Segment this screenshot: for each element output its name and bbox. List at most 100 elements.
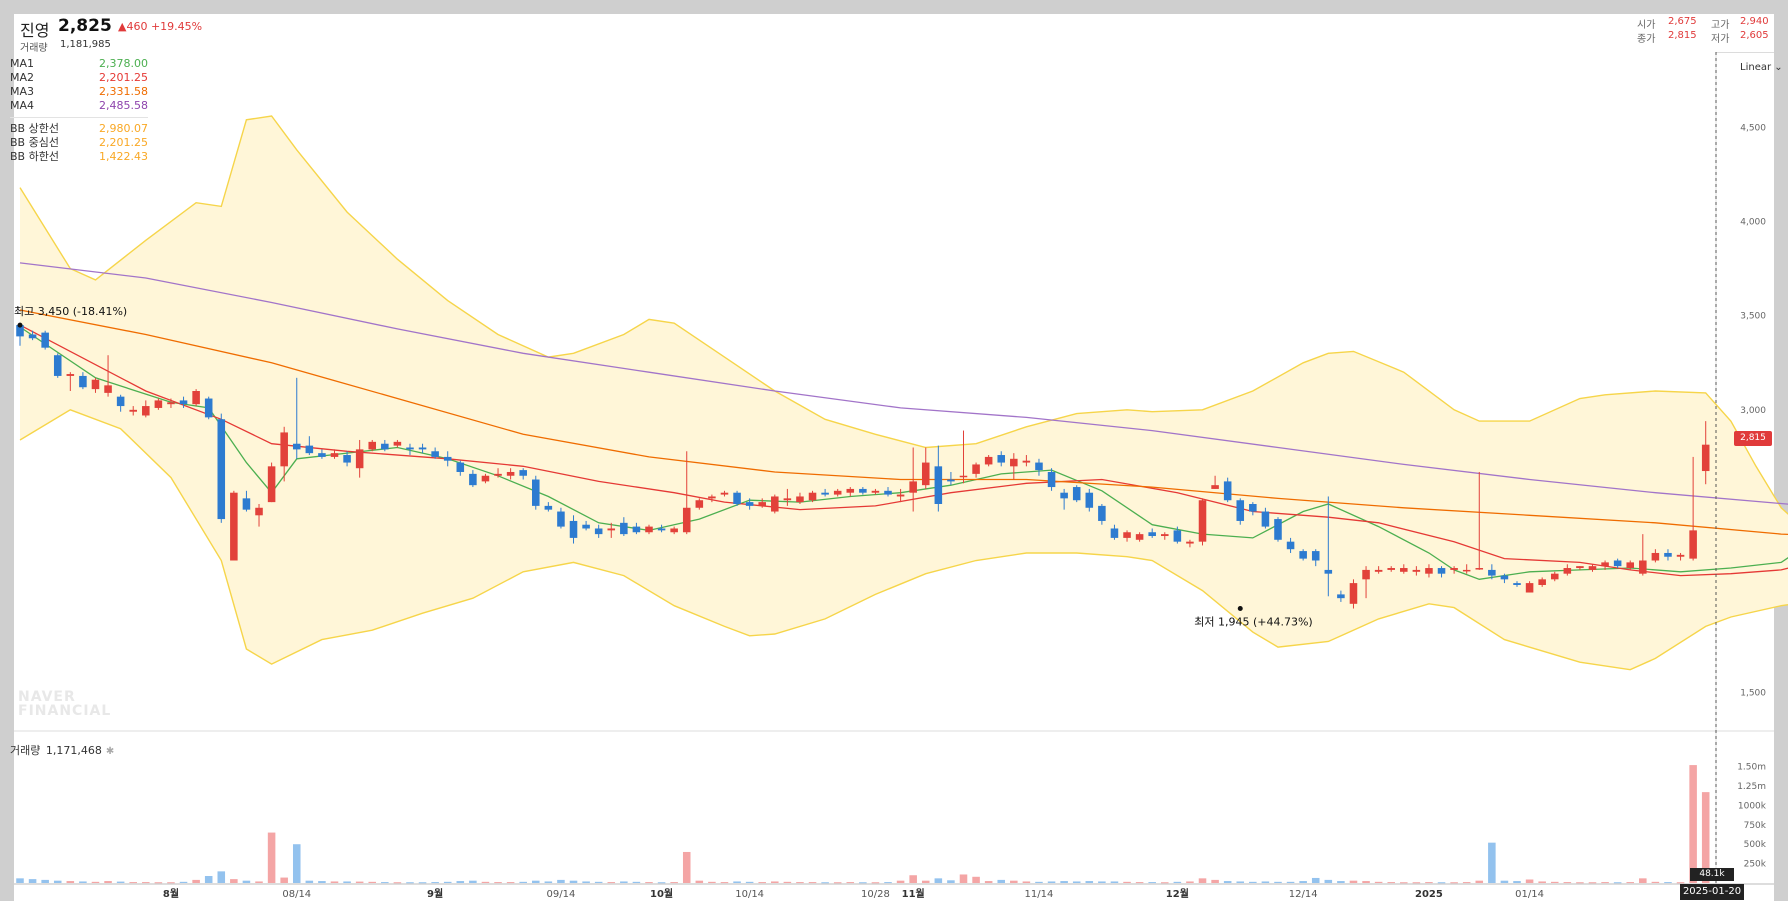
volume-bar	[1324, 879, 1333, 883]
candle-body	[1701, 444, 1710, 472]
volume-bar	[695, 880, 704, 883]
extreme-marker	[1237, 606, 1243, 612]
candle-body	[267, 466, 276, 503]
candle-body	[1123, 532, 1131, 538]
price-change: ▲460 +19.45%	[118, 20, 203, 33]
candle-body	[1098, 505, 1106, 521]
volume-bar	[1513, 881, 1521, 883]
volume-bar	[519, 881, 527, 883]
volume-bar	[381, 882, 389, 884]
volume-bar	[984, 881, 993, 883]
candle-body	[859, 488, 867, 493]
volume-bar	[1488, 842, 1496, 883]
volume-bar	[1475, 880, 1484, 883]
x-tick-label: 2025	[1415, 889, 1443, 900]
volume-bar	[1047, 881, 1056, 883]
candle-body	[871, 490, 880, 493]
candle-body	[1236, 500, 1245, 521]
volume-bar	[41, 879, 49, 883]
candle-body	[1085, 492, 1094, 508]
volume-bar	[745, 881, 754, 883]
volume-bar	[305, 880, 314, 883]
legend-item: MA1 2,378.00	[10, 57, 148, 71]
volume-bar	[1211, 879, 1219, 883]
volume-bar	[1651, 881, 1660, 883]
volume-bar	[859, 882, 867, 884]
stock-name: 진영	[20, 21, 50, 40]
candle-body	[947, 479, 955, 482]
volume-bar	[179, 881, 188, 883]
volume-bar	[79, 881, 87, 883]
candle-body	[79, 375, 87, 388]
volume-bar	[1160, 882, 1169, 884]
volume-bar	[1387, 882, 1395, 884]
candle-body	[997, 455, 1006, 463]
current-price: 2,825	[58, 16, 112, 36]
volume-panel-label: 거래량 1,171,468 ✱	[10, 744, 115, 757]
legend-name: BB 하한선	[10, 150, 59, 163]
candle-body	[934, 466, 943, 504]
candle-body	[1010, 458, 1018, 467]
x-tick-label: 12월	[1166, 888, 1189, 900]
volume-bar	[431, 882, 439, 884]
candle-body	[318, 453, 326, 457]
volume-bar	[620, 881, 628, 883]
candle-body	[1148, 532, 1156, 537]
candle-body	[1387, 568, 1395, 570]
volume-bar	[1286, 881, 1295, 883]
candle-body	[179, 400, 188, 405]
volume-value: 1,181,985	[60, 39, 111, 50]
chevron-down-icon: ⌄	[1774, 62, 1783, 73]
volume-bar	[1689, 765, 1697, 883]
candle-body	[1437, 568, 1446, 574]
candle-body	[758, 502, 766, 506]
volume-bar	[783, 881, 792, 883]
volume-bar	[1550, 881, 1559, 883]
candle-body	[1639, 560, 1647, 574]
high-label: 고가	[1711, 20, 1730, 31]
candle-body	[695, 500, 704, 508]
scale-selector[interactable]: Linear ⌄	[1740, 62, 1783, 73]
volume-bar	[833, 882, 842, 884]
candle-body	[620, 522, 628, 535]
volume-bar	[330, 881, 339, 883]
volume-bar	[1261, 881, 1270, 883]
candle-body	[1337, 594, 1345, 599]
candle-body	[1173, 530, 1182, 542]
legend-value: 2,201.25	[99, 71, 148, 84]
candle-body	[418, 447, 427, 450]
x-tick-label: 08/14	[282, 889, 311, 900]
candle-body	[1400, 568, 1408, 572]
volume-bar	[393, 882, 402, 884]
volume-bar	[343, 881, 351, 883]
volume-bar	[557, 879, 565, 883]
legend-value: 2,485.58	[99, 99, 148, 112]
ma-line-ma4	[19, 262, 1788, 505]
volume-bar	[1249, 881, 1257, 883]
volume-bar	[1198, 878, 1207, 883]
volume-bar	[720, 882, 729, 884]
volume-bar	[1098, 881, 1106, 883]
volume-bar	[1639, 878, 1647, 883]
low-label: 저가	[1711, 34, 1730, 45]
candle-body	[582, 524, 590, 529]
volume-bar	[821, 882, 829, 884]
candle-body	[1060, 492, 1068, 499]
settings-icon[interactable]: ✱	[105, 746, 115, 757]
candle-body	[1538, 579, 1546, 585]
candle-body	[28, 334, 37, 339]
volume-bar	[1110, 881, 1119, 883]
y-tick-label: 3,000	[1740, 406, 1766, 416]
legend-value: 1,422.43	[99, 150, 148, 163]
extreme-label: 최고 3,450 (-18.41%)	[14, 305, 127, 318]
candle-body	[1022, 460, 1031, 463]
candle-body	[1626, 562, 1635, 569]
volume-bar	[204, 876, 213, 883]
candle-body	[1311, 551, 1320, 561]
legend-value: 2,378.00	[99, 57, 148, 70]
candle-body	[1274, 519, 1282, 540]
candle-body	[1676, 554, 1685, 557]
volume-bar	[1223, 881, 1232, 883]
candle-body	[1550, 573, 1559, 580]
